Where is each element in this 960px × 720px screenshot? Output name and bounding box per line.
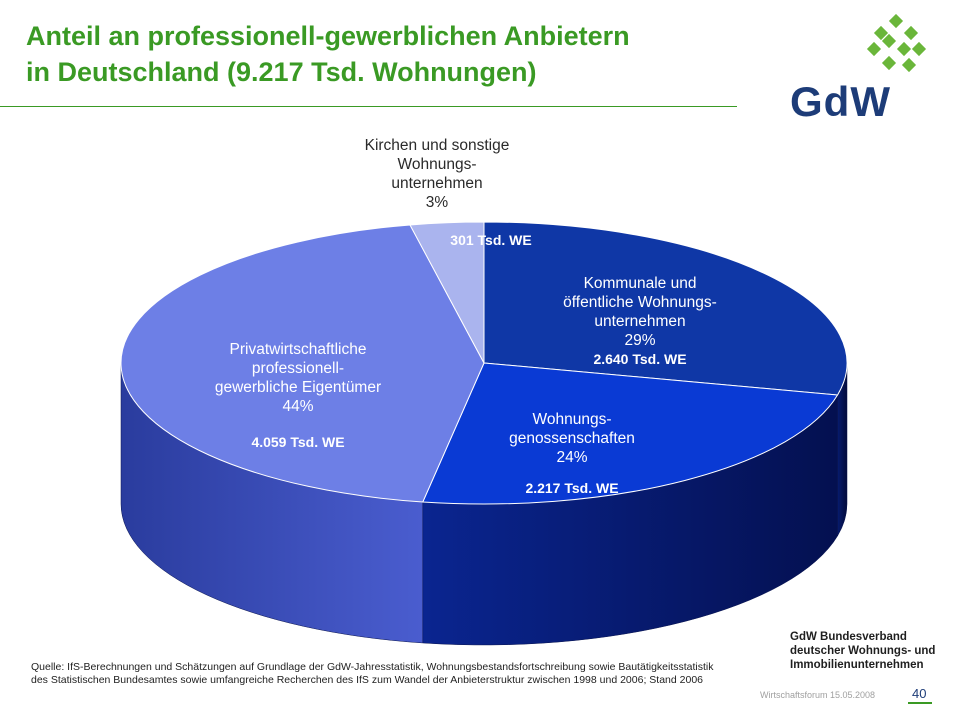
org-line-3: Immobilienunternehmen xyxy=(790,659,924,671)
slice-genossenschaften xyxy=(422,362,839,505)
slice-privat xyxy=(120,224,485,503)
title-line-1: Anteil an professionell-gewerblichen Anb… xyxy=(26,21,630,51)
pie-chart: Kommunale und öffentliche Wohnungs-untern… xyxy=(120,137,848,646)
slice-kommunale xyxy=(483,221,848,396)
slice-label-kirchen: Kirchen und sonstige Wohnungs-unternehmen… xyxy=(365,137,510,211)
org-line-2: deutscher Wohnungs- und xyxy=(790,645,936,657)
slice-value-kirchen: 301 Tsd. WE xyxy=(450,232,531,248)
slice-label-genossenschaften: Wohnungs-genossenschaften 24% xyxy=(509,411,635,466)
org-line-1: GdW Bundesverband xyxy=(790,631,907,643)
slice-label-kommunale: Kommunale und öffentliche Wohnungs-untern… xyxy=(563,275,717,349)
gdw-logo-text: GdW xyxy=(790,78,891,125)
organization-name: GdW Bundesverband deutscher Wohnungs- un… xyxy=(790,630,950,672)
slice-value-privat: 4.059 Tsd. WE xyxy=(251,434,344,450)
source-note: Quelle: IfS-Berechnungen und Schätzungen… xyxy=(31,661,714,686)
title-line-2: in Deutschland (9.217 Tsd. Wohnungen) xyxy=(26,57,537,87)
slice-value-kommunale: 2.640 Tsd. WE xyxy=(593,351,686,367)
pie-labels: Kommunale und öffentliche Wohnungs-untern… xyxy=(215,137,717,496)
page-number: 40 xyxy=(912,686,927,701)
slice-value-genossenschaften: 2.217 Tsd. WE xyxy=(525,480,618,496)
page-title: Anteil an professionell-gewerblichen Anb… xyxy=(26,18,826,90)
footer-event: Wirtschaftsforum 15.05.2008 xyxy=(760,690,876,700)
page-number-underline xyxy=(908,702,932,704)
gdw-green-squares-logo-icon xyxy=(866,14,927,73)
title-divider xyxy=(0,106,737,107)
slice-kirchen xyxy=(409,221,485,364)
slice-label-privat: Privatwirtschaftliche professionell-gewer… xyxy=(215,341,381,415)
pie-slices xyxy=(120,221,848,505)
